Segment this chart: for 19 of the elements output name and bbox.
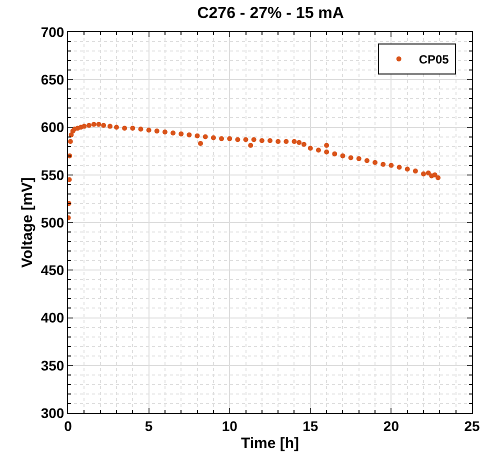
y-tick-label: 700 xyxy=(40,24,64,40)
y-tick-label: 400 xyxy=(40,310,64,326)
x-tick-label: 25 xyxy=(464,418,480,434)
y-tick-label: 450 xyxy=(40,262,64,278)
y-tick-label: 550 xyxy=(40,166,64,183)
y-tick-label: 650 xyxy=(40,72,64,88)
chart-title: C276 - 27% - 15 mA xyxy=(197,5,344,22)
y-tick-label: 300 xyxy=(40,404,64,421)
x-tick-label: 20 xyxy=(383,418,400,434)
y-tick-label: 500 xyxy=(40,214,64,230)
x-tick-label: 0 xyxy=(64,418,72,434)
legend-label: CP05 xyxy=(418,52,450,67)
x-tick-label: 15 xyxy=(302,418,318,434)
y-tick-label: 600 xyxy=(40,119,64,136)
x-tick-label: 10 xyxy=(222,418,238,434)
x-axis-title: Time [h] xyxy=(240,434,300,452)
y-tick-label: 350 xyxy=(40,357,64,374)
y-axis-title: Voltage [mV] xyxy=(19,177,36,268)
x-tick-label: 5 xyxy=(144,418,153,434)
